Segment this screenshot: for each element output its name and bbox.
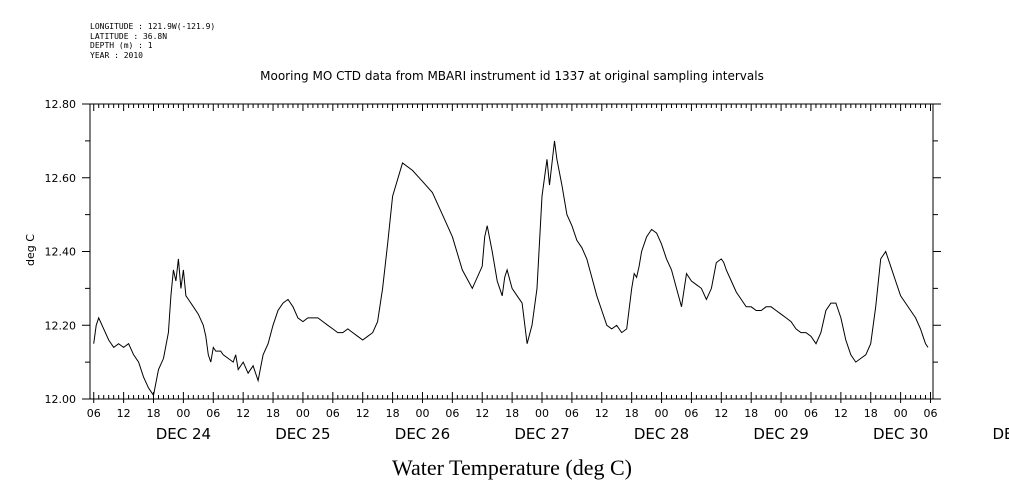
x-tick-label: 12 — [714, 407, 728, 420]
y-tick-label: 12.40 — [45, 246, 77, 259]
temperature-series-line — [93, 140, 929, 397]
meta-longitude: LONGITUDE : 121.9W(-121.9) — [90, 22, 216, 31]
x-tick-label: 06 — [445, 407, 459, 420]
chart-title: Mooring MO CTD data from MBARI instrumen… — [260, 69, 764, 83]
y-tick-label: 12.20 — [45, 319, 77, 332]
meta-year: YEAR : 2010 — [90, 50, 143, 60]
x-tick-label: 12 — [475, 407, 489, 420]
x-tick-label: 00 — [774, 407, 788, 420]
x-tick-label: 00 — [535, 407, 549, 420]
x-day-label: DEC 25 — [275, 425, 330, 443]
x-tick-label: 06 — [684, 407, 698, 420]
x-tick-label: 12 — [356, 407, 370, 420]
x-tick-label: 12 — [236, 407, 250, 420]
x-axis-label: Water Temperature (deg C) — [392, 455, 632, 480]
x-tick-label: 00 — [415, 407, 429, 420]
x-day-label: DEC 26 — [395, 425, 450, 443]
axis-tick-labels: 06 12 18 00 06 12 18 00 06 12 18 00 06 12 18 00 06 12 18 00… — [45, 98, 1009, 443]
x-tick-label: 12 — [595, 407, 609, 420]
x-day-label: DEC 30 — [873, 425, 928, 443]
meta-depth: DEPTH (m) : 1 — [90, 41, 153, 51]
plot-frame — [89, 103, 934, 400]
y-tick-label: 12.00 — [45, 393, 77, 406]
x-tick-label: 18 — [266, 407, 280, 420]
x-tick-label: 00 — [655, 407, 669, 420]
x-tick-label: 18 — [864, 407, 878, 420]
x-tick-label: 12 — [117, 407, 131, 420]
x-tick-label: 00 — [296, 407, 310, 420]
x-tick-label: 00 — [894, 407, 908, 420]
x-day-label: DEC 27 — [514, 425, 569, 443]
x-day-label: DEC 28 — [634, 425, 689, 443]
y-tick-label: 12.80 — [45, 98, 77, 111]
x-tick-label: 18 — [147, 407, 161, 420]
x-tick-label: 18 — [505, 407, 519, 420]
x-tick-label: 18 — [386, 407, 400, 420]
x-tick-label: 06 — [924, 407, 938, 420]
x-day-label: DEC 24 — [156, 425, 211, 443]
axis-ticks — [82, 103, 941, 403]
x-tick-label: 06 — [804, 407, 818, 420]
x-tick-label: 18 — [625, 407, 639, 420]
x-tick-label: 06 — [326, 407, 340, 420]
x-day-label: DEC 31 — [992, 425, 1009, 443]
y-tick-label: 12.60 — [45, 172, 77, 185]
x-tick-label: 18 — [744, 407, 758, 420]
x-tick-label: 06 — [87, 407, 101, 420]
x-tick-label: 12 — [834, 407, 848, 420]
meta-latitude: LATITUDE : 36.8N — [90, 31, 168, 41]
x-day-label: DEC 29 — [753, 425, 808, 443]
x-tick-label: 00 — [176, 407, 190, 420]
x-tick-label: 06 — [565, 407, 579, 420]
x-tick-label: 06 — [206, 407, 220, 420]
y-axis-label: deg C — [24, 234, 37, 266]
metadata-block: LONGITUDE : 121.9W(-121.9) LATITUDE : 36… — [90, 22, 215, 60]
